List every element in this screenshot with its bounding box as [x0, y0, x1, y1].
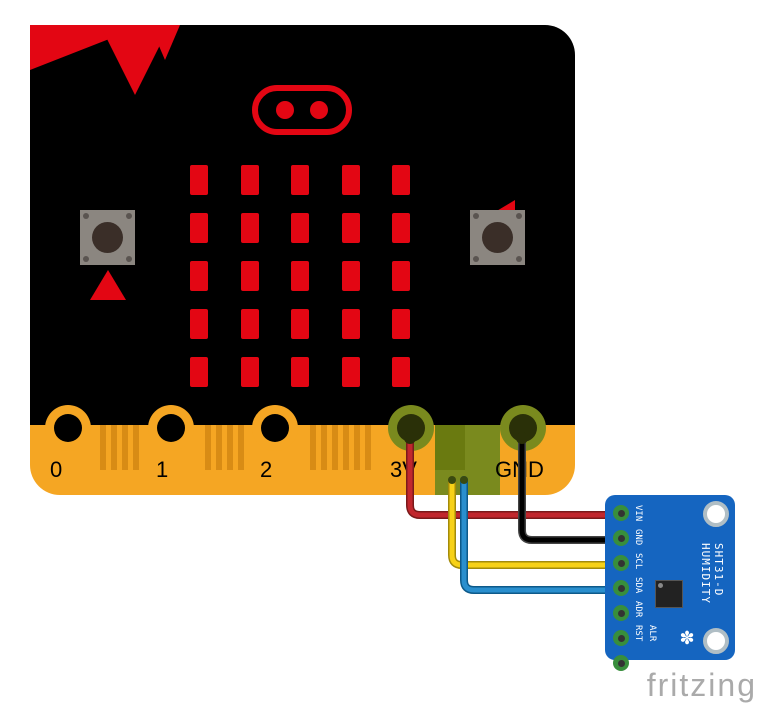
- sht31d-breakout: VIN GND SCL SDA ADR RST ALR SHT31-D HUMI…: [605, 495, 735, 660]
- pin-vin: [613, 505, 629, 521]
- pin-label: RST: [633, 625, 643, 641]
- wiring-diagram: 0 1 2 3V GND: [0, 0, 777, 714]
- pin-label: GND: [633, 529, 643, 545]
- mounting-hole: [703, 501, 729, 527]
- breakout-title: SHT31-D HUMIDITY: [699, 543, 725, 660]
- pin-rst: [613, 630, 629, 646]
- pin-gnd: [613, 530, 629, 546]
- adafruit-flower-icon: ✽: [677, 628, 697, 648]
- pin-scl: [613, 555, 629, 571]
- wire-sda: [464, 480, 622, 590]
- pin-adr: [613, 605, 629, 621]
- pin-label: ALR: [647, 625, 657, 641]
- pin-label: VIN: [633, 505, 643, 521]
- wire-vin: [410, 438, 622, 515]
- sensor-chip-icon: [655, 580, 683, 608]
- pin-label: SCL: [633, 553, 643, 569]
- wire-scl: [452, 480, 622, 565]
- fritzing-logo: fritzing: [647, 667, 757, 704]
- pin-sda: [613, 580, 629, 596]
- breakout-pin-header: [613, 505, 629, 671]
- pin-alr: [613, 655, 629, 671]
- pin-label: ADR: [633, 601, 643, 617]
- pin-label: SDA: [633, 577, 643, 593]
